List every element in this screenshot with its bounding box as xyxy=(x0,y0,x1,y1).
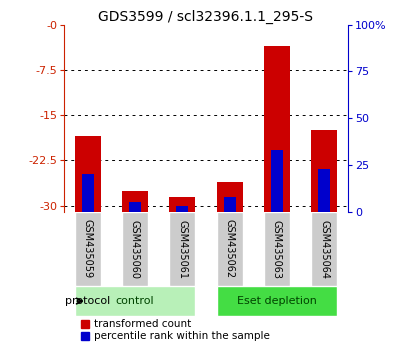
Bar xyxy=(217,286,337,316)
Text: GSM435062: GSM435062 xyxy=(225,219,235,279)
Bar xyxy=(129,202,141,212)
Text: GSM435064: GSM435064 xyxy=(319,219,329,279)
Bar xyxy=(264,46,290,212)
Bar xyxy=(311,212,337,286)
Text: GSM435059: GSM435059 xyxy=(83,219,93,279)
Bar xyxy=(264,212,290,286)
Text: GSM435061: GSM435061 xyxy=(177,219,187,279)
Title: GDS3599 / scl32396.1.1_295-S: GDS3599 / scl32396.1.1_295-S xyxy=(98,10,314,24)
Text: protocol: protocol xyxy=(65,296,110,306)
Text: Eset depletion: Eset depletion xyxy=(237,296,317,306)
Bar xyxy=(318,169,330,212)
Bar xyxy=(169,212,195,286)
Bar xyxy=(217,182,243,212)
Text: GSM435063: GSM435063 xyxy=(272,219,282,279)
Bar xyxy=(122,190,148,212)
Bar xyxy=(122,212,148,286)
Text: GSM435060: GSM435060 xyxy=(130,219,140,279)
Bar xyxy=(176,206,188,212)
Legend: transformed count, percentile rank within the sample: transformed count, percentile rank withi… xyxy=(80,319,270,341)
Bar xyxy=(271,150,283,212)
Bar xyxy=(82,174,94,212)
Bar xyxy=(224,197,236,212)
Bar xyxy=(311,130,337,212)
Text: control: control xyxy=(116,296,154,306)
Bar xyxy=(75,212,101,286)
Bar xyxy=(75,286,195,316)
Bar xyxy=(217,212,243,286)
Bar xyxy=(169,196,195,212)
Bar xyxy=(75,136,101,212)
